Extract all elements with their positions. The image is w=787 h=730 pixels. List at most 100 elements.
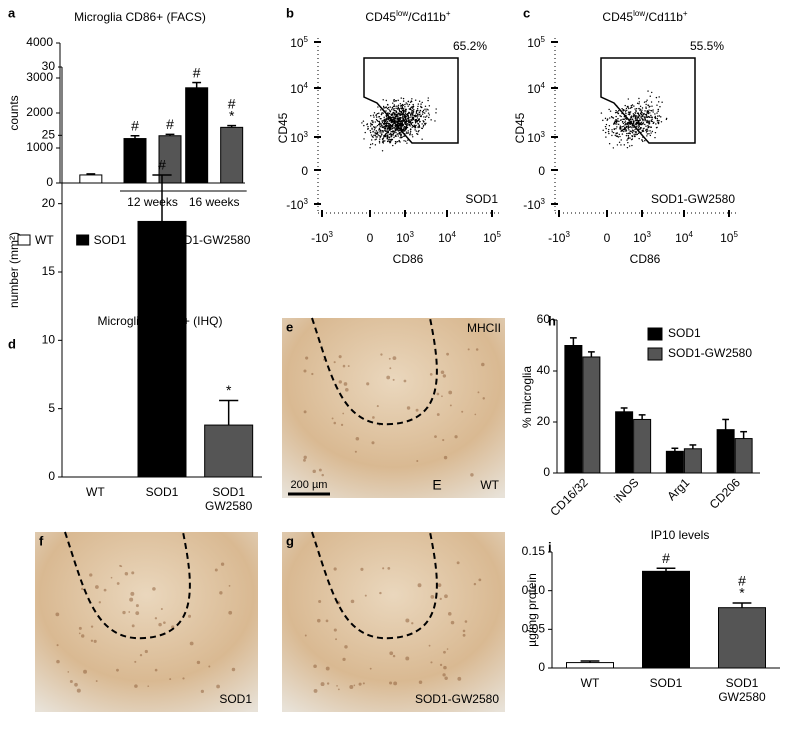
- stain-speck: [353, 684, 356, 687]
- event-dot: [641, 139, 643, 141]
- event-dot: [644, 110, 646, 112]
- event-dot: [378, 127, 381, 130]
- event-dot: [611, 131, 613, 133]
- event-dot: [388, 120, 391, 122]
- stain-speck: [443, 650, 446, 654]
- event-dot: [382, 99, 384, 101]
- event-dot: [650, 101, 653, 103]
- stain-speck: [415, 408, 419, 412]
- event-dot: [650, 109, 652, 112]
- stain-speck: [342, 657, 346, 661]
- event-dot: [392, 109, 395, 111]
- event-dot: [389, 123, 392, 126]
- event-dot: [416, 120, 418, 122]
- event-dot: [389, 136, 391, 138]
- event-dot: [654, 131, 657, 134]
- event-dot: [647, 126, 649, 129]
- gate-percent: 55.5%: [690, 39, 724, 53]
- sample-label: SOD1-GW2580: [415, 692, 499, 706]
- y-tick-label: 0: [46, 175, 53, 189]
- stain-speck: [389, 367, 392, 370]
- event-dot: [409, 119, 411, 121]
- region-outline: [64, 531, 191, 640]
- bar: [220, 126, 244, 184]
- event-dot: [637, 121, 639, 124]
- event-dot: [390, 114, 393, 116]
- event-dot: [380, 124, 383, 126]
- event-dot: [396, 120, 398, 122]
- event-dot: [637, 120, 639, 122]
- event-dot: [376, 119, 379, 122]
- event-dot: [380, 113, 383, 115]
- event-dot: [625, 130, 627, 132]
- stain-speck: [389, 681, 393, 685]
- event-dot: [625, 122, 627, 125]
- event-dot: [649, 112, 651, 114]
- stain-speck: [90, 639, 94, 642]
- event-dot: [637, 123, 639, 125]
- x-tick-label: 104: [438, 230, 456, 246]
- event-dot: [634, 128, 636, 131]
- stain-speck: [303, 455, 307, 459]
- event-dot: [618, 133, 621, 136]
- event-dot: [645, 107, 647, 110]
- x-axis-label: CD86: [630, 252, 661, 266]
- event-dot: [386, 140, 389, 143]
- event-dot: [416, 117, 419, 119]
- event-dot: [649, 126, 652, 128]
- event-dot: [654, 116, 657, 119]
- event-dot: [625, 134, 628, 137]
- event-dot: [660, 116, 662, 118]
- text-part: 10: [290, 36, 304, 50]
- event-dot: [417, 105, 419, 108]
- event-dot: [398, 120, 401, 122]
- text-part: 5: [496, 230, 501, 239]
- event-dot: [416, 109, 418, 112]
- y-axis-label: µg/mg protein: [525, 573, 539, 647]
- legend-label: SOD1: [94, 233, 127, 247]
- y-tick-label: 30: [42, 59, 56, 73]
- event-dot: [395, 113, 397, 115]
- event-dot: [374, 131, 376, 134]
- event-dot: [656, 112, 658, 114]
- event-dot: [631, 104, 634, 106]
- event-dot: [399, 113, 402, 115]
- stain-speck: [446, 352, 450, 356]
- event-dot: [407, 105, 409, 107]
- event-dot: [648, 120, 650, 122]
- event-dot: [380, 118, 382, 120]
- significance-label: #: [662, 550, 670, 566]
- stain-speck: [333, 628, 337, 632]
- event-dot: [393, 136, 395, 139]
- event-dot: [646, 133, 649, 135]
- event-dot: [613, 122, 616, 125]
- event-dot: [624, 129, 626, 131]
- event-dot: [415, 130, 418, 132]
- event-dot: [376, 112, 379, 115]
- event-dot: [631, 106, 633, 109]
- event-dot: [408, 124, 410, 126]
- x-tick-label: 16 weeks: [189, 195, 240, 209]
- stain-speck: [474, 413, 477, 416]
- event-dot: [409, 131, 412, 133]
- event-dot: [639, 128, 641, 130]
- event-dot: [615, 123, 617, 125]
- event-dot: [393, 104, 396, 106]
- event-dot: [606, 118, 609, 120]
- event-dot: [619, 115, 621, 117]
- event-dot: [375, 130, 378, 132]
- event-dot: [413, 124, 415, 126]
- stain-speck: [417, 583, 422, 588]
- stain-speck: [129, 597, 134, 602]
- event-dot: [627, 141, 629, 144]
- stain-speck: [337, 688, 340, 691]
- event-dot: [435, 108, 437, 110]
- event-dot: [407, 130, 409, 132]
- event-dot: [411, 106, 413, 108]
- stain-speck: [160, 608, 163, 611]
- event-dot: [651, 120, 654, 123]
- stain-speck: [430, 595, 435, 599]
- event-dot: [375, 118, 378, 121]
- event-dot: [390, 132, 392, 135]
- flow-title: CD45low/Cd11b+: [602, 9, 688, 25]
